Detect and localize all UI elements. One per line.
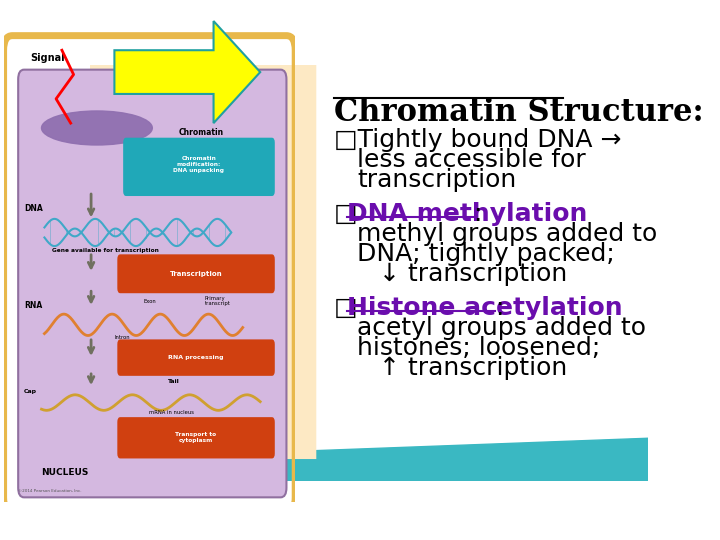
Text: Intron: Intron	[114, 335, 130, 340]
Text: Signal: Signal	[30, 52, 65, 63]
Text: Primary
transcript: Primary transcript	[204, 295, 230, 306]
Text: Histone acetylation: Histone acetylation	[346, 296, 622, 320]
FancyBboxPatch shape	[90, 65, 316, 459]
Text: :: :	[495, 296, 504, 320]
Polygon shape	[90, 438, 648, 481]
Text: DNA methylation: DNA methylation	[346, 202, 587, 226]
Text: transcription: transcription	[357, 168, 517, 192]
Text: □Tightly bound DNA →: □Tightly bound DNA →	[334, 128, 621, 152]
FancyBboxPatch shape	[117, 254, 275, 293]
Text: RNA processing: RNA processing	[168, 355, 224, 360]
FancyBboxPatch shape	[117, 339, 275, 376]
Text: Exon: Exon	[143, 299, 156, 304]
Text: :: :	[473, 202, 481, 226]
FancyBboxPatch shape	[18, 70, 287, 497]
Polygon shape	[114, 21, 260, 123]
Text: NUCLEUS: NUCLEUS	[42, 469, 89, 477]
Text: □: □	[334, 202, 358, 226]
Text: Transcription: Transcription	[170, 271, 222, 277]
FancyBboxPatch shape	[117, 417, 275, 458]
Text: less accessible for: less accessible for	[357, 148, 586, 172]
Text: Transport to
cytoplasm: Transport to cytoplasm	[176, 432, 217, 443]
Text: Gene available for transcription: Gene available for transcription	[53, 248, 159, 253]
Text: Chromatin Structure:: Chromatin Structure:	[334, 97, 704, 128]
Text: RNA: RNA	[24, 301, 42, 310]
Text: ↓ transcription: ↓ transcription	[379, 262, 567, 286]
Text: methyl groups added to: methyl groups added to	[357, 222, 657, 246]
Text: Chromatin: Chromatin	[179, 129, 224, 137]
Text: histones; loosened;: histones; loosened;	[357, 336, 600, 360]
Text: ©2014 Pearson Education, Inc.: ©2014 Pearson Education, Inc.	[18, 489, 81, 494]
Ellipse shape	[42, 111, 153, 145]
Text: ↑ transcription: ↑ transcription	[379, 356, 567, 380]
Text: acetyl groups added to: acetyl groups added to	[357, 316, 647, 340]
Text: Tail: Tail	[167, 379, 179, 384]
Text: DNA; tightly packed;: DNA; tightly packed;	[357, 242, 615, 266]
Text: □: □	[334, 296, 358, 320]
Text: mRNA in nucleus: mRNA in nucleus	[150, 410, 194, 415]
Text: Chromatin
modification:
DNA unpacking: Chromatin modification: DNA unpacking	[174, 156, 225, 173]
Text: Cap: Cap	[24, 389, 37, 394]
Text: DNA: DNA	[24, 204, 42, 213]
FancyBboxPatch shape	[123, 138, 275, 196]
